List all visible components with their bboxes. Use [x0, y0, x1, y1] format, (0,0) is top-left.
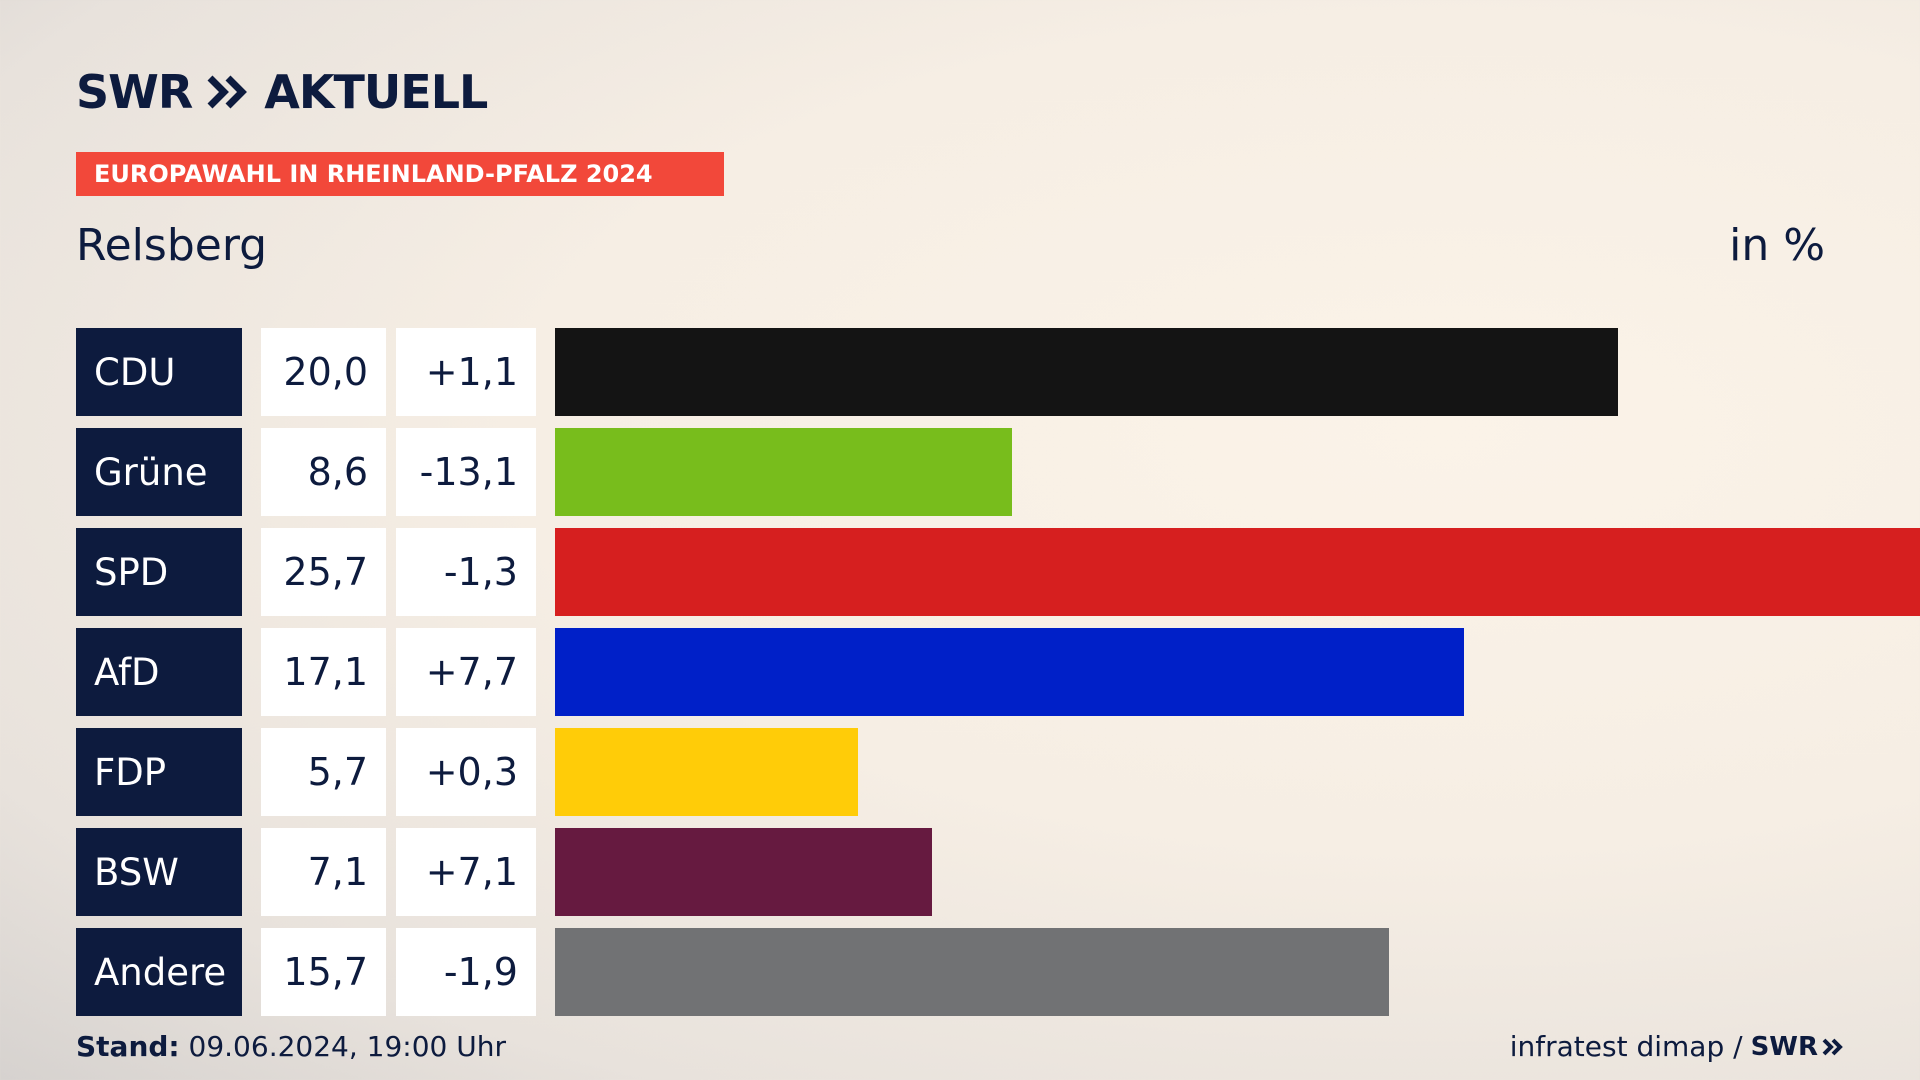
logo-aktuell-text: AKTUELL — [264, 65, 488, 119]
result-bar — [555, 528, 1920, 616]
vote-share-label: 8,6 — [261, 428, 386, 516]
swr-aktuell-logo: SWR AKTUELL — [76, 64, 488, 120]
party-row: FDP 5,7 +0,3 — [76, 728, 1846, 816]
change-label: +7,1 — [396, 828, 536, 916]
party-row: BSW 7,1 +7,1 — [76, 828, 1846, 916]
change-label: -1,3 — [396, 528, 536, 616]
source-text: infratest dimap / — [1509, 1030, 1743, 1063]
party-row: CDU 20,0 +1,1 — [76, 328, 1846, 416]
vote-share-label: 15,7 — [261, 928, 386, 1016]
change-label: -13,1 — [396, 428, 536, 516]
result-bar — [555, 828, 933, 916]
change-label: +7,7 — [396, 628, 536, 716]
party-label: Andere — [76, 928, 242, 1016]
double-chevron-icon — [207, 75, 248, 109]
change-label: +0,3 — [396, 728, 536, 816]
stand-value: 09.06.2024, 19:00 Uhr — [188, 1030, 506, 1063]
vote-share-label: 7,1 — [261, 828, 386, 916]
result-bar — [555, 328, 1619, 416]
vote-share-label: 20,0 — [261, 328, 386, 416]
party-label: FDP — [76, 728, 242, 816]
vote-share-label: 17,1 — [261, 628, 386, 716]
swr-small-logo: SWR — [1751, 1032, 1844, 1062]
change-label: +1,1 — [396, 328, 536, 416]
unit-label: in % — [1729, 220, 1825, 271]
party-row: AfD 17,1 +7,7 — [76, 628, 1846, 716]
result-bar — [555, 728, 858, 816]
change-label: -1,9 — [396, 928, 536, 1016]
vote-share-label: 25,7 — [261, 528, 386, 616]
source-credit: infratest dimap / SWR — [1510, 1030, 1844, 1063]
result-bar — [555, 428, 1013, 516]
party-label: AfD — [76, 628, 242, 716]
timestamp: Stand: 09.06.2024, 19:00 Uhr — [76, 1030, 506, 1063]
party-row: Grüne 8,6 -13,1 — [76, 428, 1846, 516]
vote-share-label: 5,7 — [261, 728, 386, 816]
place-title: Relsberg — [76, 220, 268, 271]
logo-swr-text: SWR — [76, 65, 193, 119]
election-banner: EUROPAWAHL IN RHEINLAND-PFALZ 2024 — [76, 152, 724, 196]
result-bar — [555, 628, 1464, 716]
party-label: BSW — [76, 828, 242, 916]
party-label: Grüne — [76, 428, 242, 516]
stand-label: Stand: — [76, 1030, 180, 1063]
swr-small-text: SWR — [1750, 1031, 1818, 1062]
party-label: CDU — [76, 328, 242, 416]
party-label: SPD — [76, 528, 242, 616]
double-chevron-small-icon — [1822, 1038, 1843, 1055]
party-row: SPD 25,7 -1,3 — [76, 528, 1920, 616]
party-row: Andere 15,7 -1,9 — [76, 928, 1846, 1016]
result-bar — [555, 928, 1390, 1016]
